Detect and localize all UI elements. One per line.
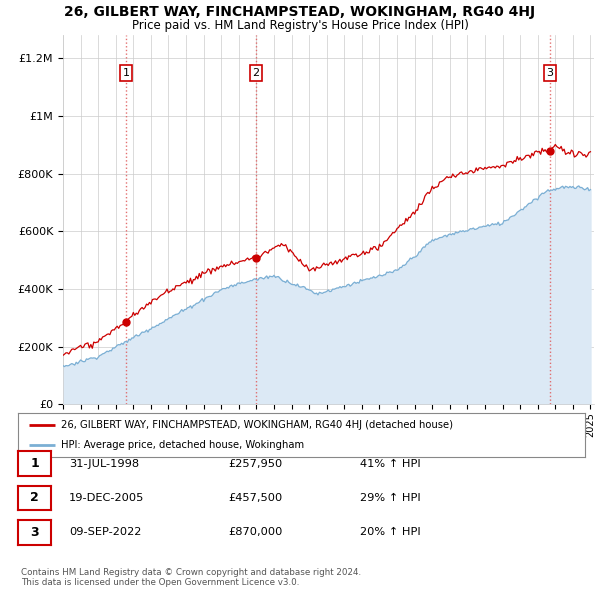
- Text: £870,000: £870,000: [228, 527, 283, 537]
- Text: 1: 1: [30, 457, 39, 470]
- Text: 19-DEC-2005: 19-DEC-2005: [69, 493, 145, 503]
- Text: 20% ↑ HPI: 20% ↑ HPI: [360, 527, 421, 537]
- Text: 1: 1: [122, 68, 130, 78]
- Text: This data is licensed under the Open Government Licence v3.0.: This data is licensed under the Open Gov…: [21, 578, 299, 587]
- Text: 3: 3: [30, 526, 39, 539]
- Text: £257,950: £257,950: [228, 459, 282, 468]
- Text: £457,500: £457,500: [228, 493, 282, 503]
- Text: HPI: Average price, detached house, Wokingham: HPI: Average price, detached house, Woki…: [61, 440, 304, 450]
- Text: 26, GILBERT WAY, FINCHAMPSTEAD, WOKINGHAM, RG40 4HJ: 26, GILBERT WAY, FINCHAMPSTEAD, WOKINGHA…: [64, 5, 536, 19]
- Text: 2: 2: [30, 491, 39, 504]
- Text: 2: 2: [253, 68, 259, 78]
- Text: 26, GILBERT WAY, FINCHAMPSTEAD, WOKINGHAM, RG40 4HJ (detached house): 26, GILBERT WAY, FINCHAMPSTEAD, WOKINGHA…: [61, 420, 452, 430]
- Text: 09-SEP-2022: 09-SEP-2022: [69, 527, 142, 537]
- Text: 3: 3: [547, 68, 553, 78]
- Text: 29% ↑ HPI: 29% ↑ HPI: [360, 493, 421, 503]
- Text: 41% ↑ HPI: 41% ↑ HPI: [360, 459, 421, 468]
- Text: Contains HM Land Registry data © Crown copyright and database right 2024.: Contains HM Land Registry data © Crown c…: [21, 568, 361, 576]
- Text: 31-JUL-1998: 31-JUL-1998: [69, 459, 139, 468]
- Text: Price paid vs. HM Land Registry's House Price Index (HPI): Price paid vs. HM Land Registry's House …: [131, 19, 469, 32]
